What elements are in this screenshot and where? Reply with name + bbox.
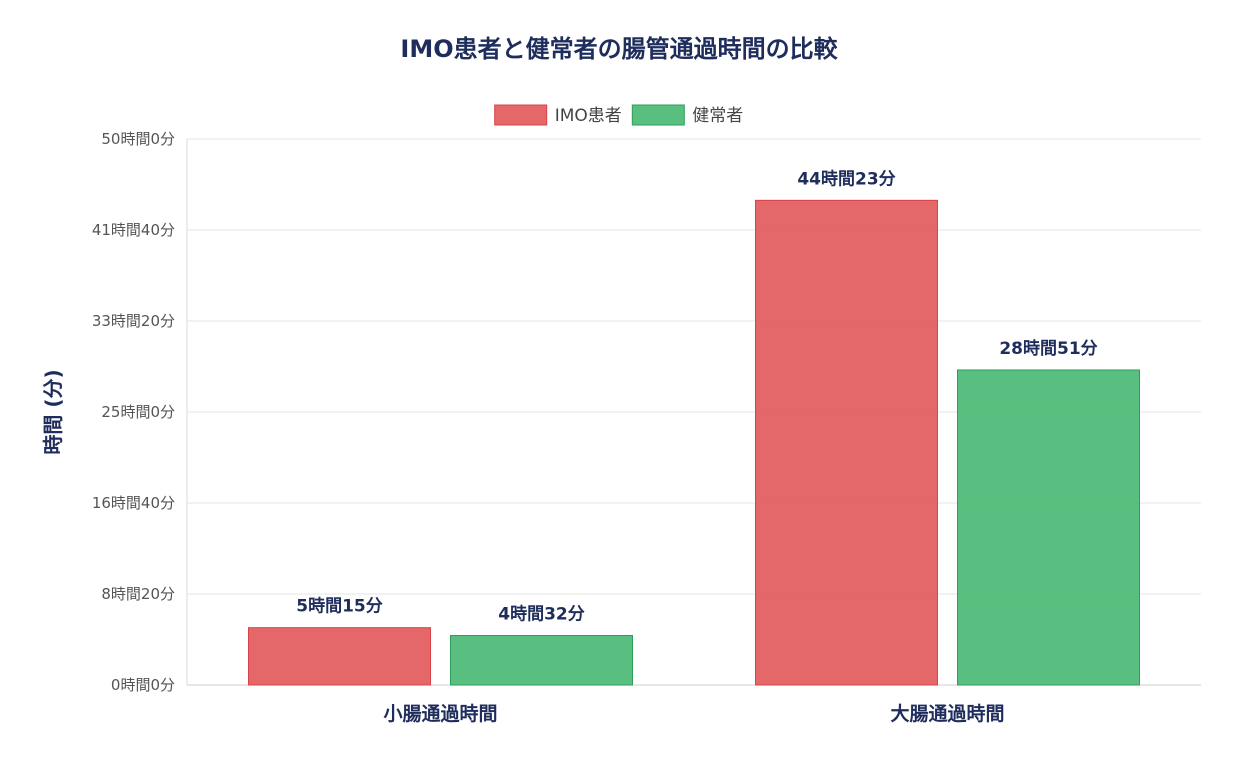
legend-swatch-imo [494,104,548,126]
y-axis-title: 時間 (分) [41,369,65,454]
y-tick-label: 41時間40分 [92,221,175,239]
data-label: 4時間32分 [498,603,585,624]
y-tick-label: 16時間40分 [92,494,175,512]
y-tick-label: 33時間20分 [92,312,175,330]
bar-imo-0 [248,627,431,686]
x-tick-label: 大腸通過時間 [890,702,1004,725]
legend: IMO患者 健常者 [494,104,743,126]
y-tick-label: 50時間0分 [101,130,175,148]
x-axis: 小腸通過時間 大腸通過時間 [383,702,1004,725]
legend-label: 健常者 [692,106,743,126]
grid-lines [187,138,1201,686]
legend-label: IMO患者 [555,106,622,126]
legend-swatch-healthy [631,104,685,126]
y-tick-label: 8時間20分 [101,585,175,603]
bar-healthy-1 [957,369,1140,686]
y-tick-label: 0時間0分 [111,676,175,694]
bar-imo-1 [755,199,938,686]
y-axis: 0時間0分 8時間20分 16時間40分 25時間0分 33時間20分 41時間40分 50… [92,130,188,694]
bars: 5時間15分 4時間32分 44時間23分 28時間51分 [248,168,1140,686]
chart-title: IMO患者と健常者の腸管通過時間の比較 [400,35,838,63]
x-tick-label: 小腸通過時間 [383,703,497,725]
bar-healthy-0 [450,634,633,686]
data-label: 28時間51分 [999,338,1097,359]
y-tick-label: 25時間0分 [101,403,175,421]
data-label: 5時間15分 [296,596,383,617]
data-label: 44時間23分 [797,168,895,189]
